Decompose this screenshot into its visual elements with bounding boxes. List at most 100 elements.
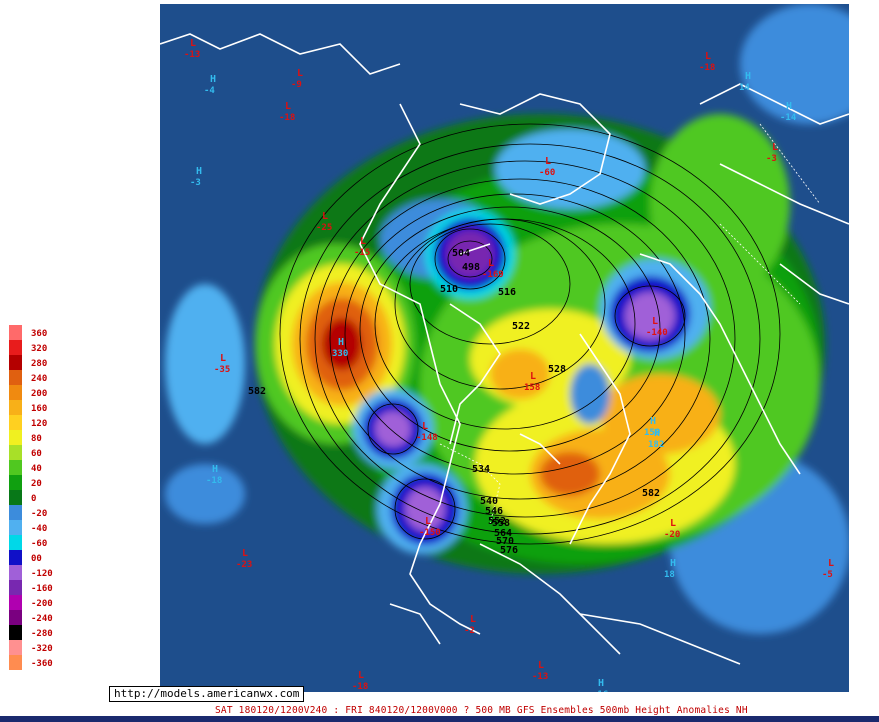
center-value: 182 [648, 440, 664, 450]
center-value: 14 [739, 83, 750, 93]
center-value: -14 [780, 113, 797, 123]
center-value: -16 [592, 690, 608, 692]
low-pressure-marker: L [828, 558, 834, 569]
low-pressure-marker: L [652, 316, 658, 327]
center-value: -18 [352, 682, 368, 692]
center-value: -18 [279, 113, 295, 123]
legend-swatch [9, 505, 22, 520]
center-value: -169 [482, 270, 504, 280]
anomaly-blob [375, 411, 411, 447]
legend-swatch [9, 655, 22, 670]
low-pressure-marker: L [772, 142, 778, 153]
anomaly-blob [165, 284, 245, 444]
legend-swatch [9, 640, 22, 655]
high-pressure-marker: H [196, 166, 202, 177]
legend-label: -200 [31, 599, 53, 609]
anomaly-blob [165, 464, 245, 524]
center-value: -20 [664, 530, 680, 540]
legend-label: 20 [31, 479, 42, 489]
center-value: -5 [822, 570, 833, 580]
low-pressure-marker: L [360, 236, 366, 247]
center-value: -15 [354, 248, 370, 258]
source-url[interactable]: http://models.americanwx.com [109, 686, 305, 702]
legend-label: -280 [31, 629, 53, 639]
center-value: 158 [524, 383, 540, 393]
legend-label: 200 [31, 389, 48, 399]
height-anomaly-map: L -13 L -9 H -4 L -18 H -3 L -25 L -35 H 330 L -60 L -15 L -1… [160, 4, 849, 692]
pressure-centers: L-13L-9H-4L-18H-3L-25L-35H330L-60L-15L-1… [184, 38, 834, 692]
center-value: -2 [464, 626, 475, 636]
low-pressure-marker: L [358, 670, 364, 681]
center-value: -13 [184, 50, 200, 60]
legend-label: -60 [31, 539, 48, 549]
contour-label: 558 [492, 518, 510, 529]
low-pressure-marker: L [297, 68, 303, 79]
center-value: 18 [664, 570, 675, 580]
anomaly-blob [405, 487, 445, 531]
legend-label: 320 [31, 344, 48, 354]
legend-swatch [9, 625, 22, 640]
borders [439, 123, 821, 525]
low-pressure-marker: L [470, 614, 476, 625]
legend-label: -120 [31, 569, 53, 579]
contour-label: 504 [452, 248, 470, 259]
anomaly-blob [490, 349, 550, 399]
legend-swatch [9, 430, 22, 445]
legend-swatch [9, 565, 22, 580]
center-value: -148 [416, 433, 438, 443]
center-value: 330 [332, 349, 348, 359]
legend-label: 60 [31, 449, 42, 459]
legend-label: 280 [31, 359, 48, 369]
contour-label: 576 [500, 545, 518, 556]
bottom-bar [0, 716, 879, 722]
low-pressure-marker: L [285, 101, 291, 112]
legend-swatch [9, 340, 22, 355]
low-pressure-marker: L [425, 516, 431, 527]
legend-swatch [9, 490, 22, 505]
legend-label: -360 [31, 659, 53, 669]
center-value: -140 [646, 328, 668, 338]
legend-swatch [9, 445, 22, 460]
chart-caption: SAT 180120/1200V240 : FRI 840120/1200V00… [215, 705, 748, 716]
low-pressure-marker: L [422, 421, 428, 432]
center-value: -150 [419, 528, 441, 538]
center-value: -3 [766, 154, 777, 164]
legend-swatch [9, 475, 22, 490]
center-value: -60 [539, 168, 555, 178]
anomaly-blob [322, 318, 362, 370]
contour-label: 540 [480, 496, 498, 507]
legend-swatch [9, 355, 22, 370]
low-pressure-marker: L [488, 258, 494, 269]
legend-swatch [9, 400, 22, 415]
low-pressure-marker: L [530, 371, 536, 382]
high-pressure-marker: H [786, 101, 792, 112]
contour-label: 570 [496, 536, 514, 547]
high-pressure-marker: H [338, 337, 344, 348]
legend-label: -20 [31, 509, 48, 519]
contour-label: 534 [472, 464, 490, 475]
anomaly-blob [446, 230, 494, 278]
high-pressure-marker: H [670, 558, 676, 569]
low-pressure-marker: L [670, 518, 676, 529]
anomaly-blob [650, 114, 790, 294]
coastlines [160, 33, 849, 665]
height-contours [279, 123, 781, 545]
legend-label: 0 [31, 494, 37, 504]
center-value: -3 [190, 178, 201, 188]
legend-label: -240 [31, 614, 53, 624]
contour-label: 582 [642, 488, 660, 499]
legend-swatch [9, 460, 22, 475]
anomaly-blob [625, 292, 675, 340]
legend-label: 360 [31, 329, 48, 339]
high-pressure-marker: H [745, 71, 751, 82]
legend-swatch [9, 535, 22, 550]
low-pressure-marker: L [322, 211, 328, 222]
low-pressure-marker: L [242, 548, 248, 559]
legend-label: 240 [31, 374, 48, 384]
center-value: -4 [204, 86, 215, 96]
color-legend: 360 320 280 240 200 160 120 80 60 40 20 0 -20 -40 -60 0… [9, 323, 53, 681]
high-pressure-marker: H [598, 678, 604, 689]
high-pressure-marker: H [212, 464, 218, 475]
legend-label: 120 [31, 419, 48, 429]
contour-label: 564 [494, 528, 512, 539]
